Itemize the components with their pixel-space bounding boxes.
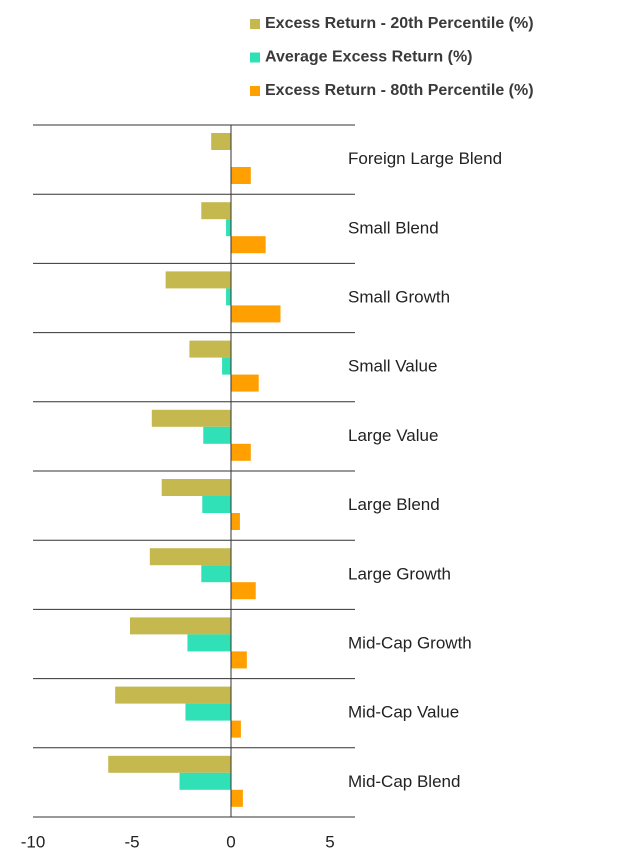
bar (108, 755, 231, 773)
category-label: Small Blend (348, 218, 439, 237)
bar (231, 443, 251, 461)
legend-swatch (250, 86, 260, 96)
legend-label: Excess Return - 20th Percentile (%) (265, 15, 534, 32)
bar (185, 703, 231, 721)
legend-swatch (250, 52, 260, 63)
bar (231, 513, 240, 530)
category-label: Large Growth (348, 564, 451, 583)
x-tick-label: 0 (226, 832, 235, 851)
x-tick-label: -10 (21, 832, 46, 851)
bar (231, 236, 266, 254)
bar (226, 288, 231, 306)
category-label: Foreign Large Blend (348, 149, 502, 168)
bar (231, 582, 256, 600)
bar (226, 219, 231, 237)
bar (231, 720, 241, 738)
bar (231, 789, 243, 807)
bar (130, 617, 231, 635)
category-label: Mid-Cap Growth (348, 633, 472, 652)
bar (189, 340, 231, 358)
bar (231, 305, 281, 323)
category-label: Mid-Cap Blend (348, 772, 460, 791)
bar (231, 374, 259, 392)
bar (151, 409, 231, 427)
bar (179, 772, 231, 790)
category-label: Small Growth (348, 287, 450, 306)
legend-swatch (250, 19, 260, 29)
category-label: Small Value (348, 357, 437, 376)
category-label: Large Blend (348, 495, 440, 514)
bar (187, 634, 231, 652)
bar (203, 426, 231, 444)
legend-label: Excess Return - 80th Percentile (%) (265, 82, 534, 99)
bar (115, 686, 231, 704)
bar (165, 271, 231, 289)
bar (222, 357, 231, 375)
bar (201, 565, 231, 583)
category-label: Large Value (348, 426, 438, 445)
bar (202, 496, 231, 513)
bar (231, 167, 251, 184)
bar (201, 202, 231, 220)
bar (211, 133, 231, 150)
x-tick-label: 5 (325, 832, 334, 851)
bar (161, 479, 231, 496)
bar (231, 651, 247, 669)
legend-label: Average Excess Return (%) (265, 49, 473, 66)
category-label: Mid-Cap Value (348, 703, 459, 722)
x-tick-label: -5 (124, 832, 139, 851)
bar (149, 548, 231, 566)
